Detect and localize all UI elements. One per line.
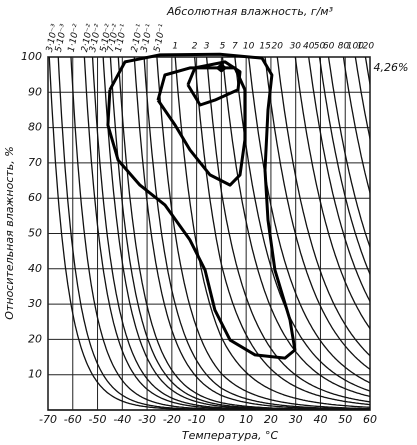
isoline xyxy=(264,57,370,371)
isoline xyxy=(193,57,370,406)
y-tick-label: 60 xyxy=(28,191,42,204)
contour-line xyxy=(156,66,247,187)
y-tick-label: 80 xyxy=(28,121,42,134)
y-tick-label: 20 xyxy=(28,332,42,345)
top-tick-label: 3 xyxy=(204,42,210,52)
isoline xyxy=(318,57,370,277)
x-tick-label: -50 xyxy=(89,413,107,426)
y-tick-label: 100 xyxy=(21,50,42,63)
x-tick-label: -60 xyxy=(64,413,82,426)
isoline xyxy=(294,57,370,330)
top-tick-label: 10 xyxy=(243,42,255,52)
x-tick-label: 10 xyxy=(239,413,253,426)
y-tick-label: 90 xyxy=(28,85,42,98)
x-tick-label: -70 xyxy=(39,413,57,426)
isoline xyxy=(276,57,370,357)
isoline xyxy=(247,57,370,384)
y-axis-title: Относительная влажность, % xyxy=(3,146,16,319)
top-axis-title: Абсолютная влажность, г/м³ xyxy=(166,5,334,18)
x-tick-label: 40 xyxy=(313,413,327,426)
y-tick-label: 10 xyxy=(28,368,42,381)
isoline xyxy=(354,57,370,142)
x-tick-label: -40 xyxy=(113,413,131,426)
contour-line xyxy=(106,52,297,360)
top-tick-label: 60 xyxy=(323,42,335,52)
isolines xyxy=(48,57,370,410)
x-tick-label: 30 xyxy=(289,413,303,426)
top-tick-label: 30 xyxy=(290,42,302,52)
y-tick-label: 50 xyxy=(28,227,42,240)
contour-line xyxy=(186,60,242,107)
y-tick-label: 70 xyxy=(28,156,42,169)
top-tick-label: 2 xyxy=(192,42,198,52)
isoline xyxy=(102,57,370,410)
x-tick-label: 20 xyxy=(264,413,278,426)
isoline xyxy=(156,57,370,410)
y-tick-label: 30 xyxy=(28,297,42,310)
isoline xyxy=(221,57,370,398)
x-tick-label: -20 xyxy=(163,413,181,426)
isoline xyxy=(174,57,370,408)
top-tick-label: 50 xyxy=(314,42,326,52)
top-tick-label: 20 xyxy=(272,42,284,52)
top-tick-label: 5 xyxy=(220,42,226,52)
top-tick-label: 1 xyxy=(172,42,178,52)
x-tick-label: -10 xyxy=(188,413,206,426)
y-tick-label: 40 xyxy=(28,262,42,275)
top-tick-label: 80 xyxy=(338,42,350,52)
top-tick-label: 7 xyxy=(232,42,238,52)
x-tick-label: 60 xyxy=(363,413,377,426)
isoline xyxy=(327,57,370,250)
top-tick-label: 15 xyxy=(259,42,271,52)
x-tick-label: -30 xyxy=(138,413,156,426)
isoline xyxy=(308,57,370,303)
x-tick-label: 50 xyxy=(338,413,352,426)
top-tick-label: 40 xyxy=(303,42,315,52)
top-tick-label: 120 xyxy=(357,42,374,52)
annotation: 4,26% xyxy=(374,61,409,74)
top-tick-label: 100 xyxy=(347,42,364,52)
isoline xyxy=(143,57,370,410)
x-axis-title: Температура, °С xyxy=(182,429,279,442)
isoline xyxy=(342,57,370,196)
isoline xyxy=(57,57,370,410)
isoline xyxy=(234,57,370,392)
isoline xyxy=(205,57,370,403)
contour-line xyxy=(216,63,227,73)
x-tick-label: 0 xyxy=(218,413,225,426)
